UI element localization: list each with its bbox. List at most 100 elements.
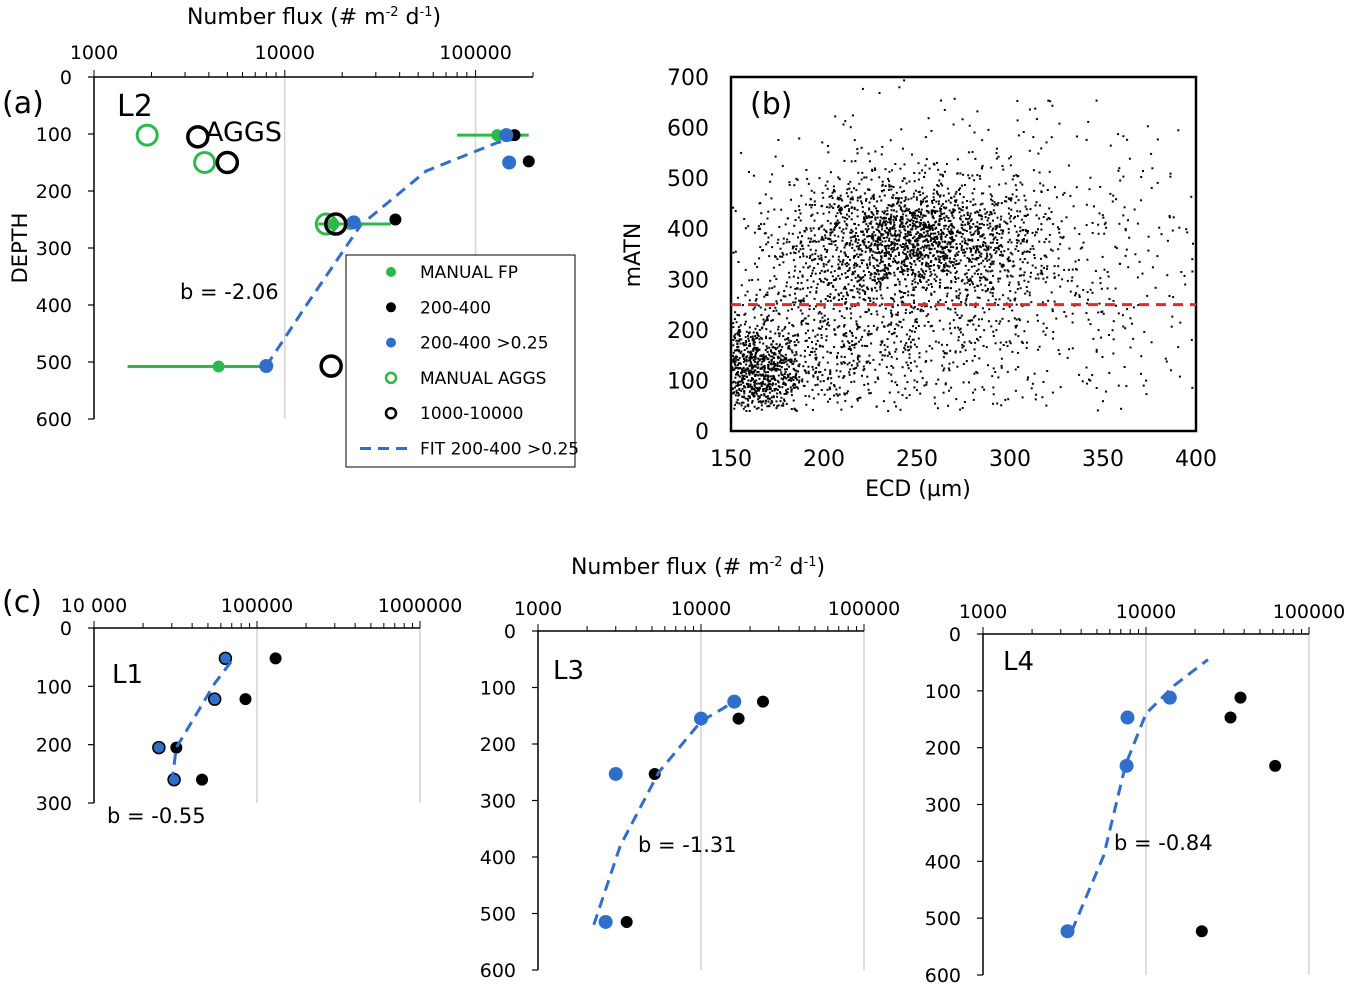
scatter-point xyxy=(962,248,965,251)
scatter-point xyxy=(1070,279,1073,282)
scatter-point xyxy=(791,232,794,235)
scatter-point xyxy=(939,195,941,198)
panel-a-x-tick-label: 1000 xyxy=(70,42,118,64)
scatter-point xyxy=(861,171,864,174)
scatter-point xyxy=(811,253,814,256)
scatter-point xyxy=(910,249,913,252)
scatter-point xyxy=(890,248,893,251)
scatter-point xyxy=(953,204,956,207)
scatter-point xyxy=(1143,330,1146,333)
scatter-point xyxy=(914,286,917,289)
scatter-point xyxy=(789,286,792,289)
scatter-point xyxy=(862,276,865,278)
scatter-point xyxy=(1021,261,1024,264)
scatter-point xyxy=(884,168,887,171)
scatter-point xyxy=(910,266,912,269)
scatter-point xyxy=(898,289,901,292)
scatter-point xyxy=(889,272,891,275)
scatter-point xyxy=(900,265,903,268)
scatter-point xyxy=(981,289,984,292)
scatter-point xyxy=(931,324,934,327)
scatter-point xyxy=(978,209,981,212)
scatter-point xyxy=(952,240,955,243)
scatter-point xyxy=(965,360,968,363)
scatter-point xyxy=(760,393,763,396)
scatter-point xyxy=(847,195,849,198)
scatter-point xyxy=(815,367,818,369)
panel-c-L3-x-tick-label: 1000 xyxy=(514,598,562,620)
scatter-point xyxy=(768,397,771,400)
scatter-point xyxy=(924,234,927,237)
scatter-point xyxy=(984,277,987,280)
scatter-point xyxy=(853,139,856,142)
scatter-point xyxy=(855,366,858,369)
scatter-point xyxy=(919,308,922,311)
scatter-point xyxy=(743,374,746,377)
scatter-point xyxy=(877,277,880,280)
scatter-point xyxy=(782,359,785,362)
scatter-point xyxy=(932,330,935,332)
scatter-point xyxy=(969,239,972,242)
scatter-point xyxy=(949,327,951,330)
scatter-point xyxy=(1026,341,1028,344)
scatter-point xyxy=(846,262,848,264)
scatter-point xyxy=(748,331,751,334)
scatter-point xyxy=(763,223,766,225)
scatter-point xyxy=(856,241,859,244)
scatter-point xyxy=(914,263,917,266)
scatter-point xyxy=(892,219,895,222)
scatter-point xyxy=(968,381,970,384)
panel-a-y-tick-label: 0 xyxy=(60,67,72,89)
scatter-point xyxy=(916,231,919,234)
scatter-point xyxy=(1169,369,1172,372)
scatter-point xyxy=(873,267,876,269)
scatter-point xyxy=(885,366,888,369)
scatter-point xyxy=(990,288,993,291)
scatter-point xyxy=(834,333,836,336)
scatter-point xyxy=(810,229,813,232)
scatter-point xyxy=(924,223,927,226)
scatter-point xyxy=(974,305,977,308)
scatter-point xyxy=(843,345,846,348)
scatter-point xyxy=(838,178,841,181)
scatter-point xyxy=(893,216,896,219)
scatter-point xyxy=(973,286,976,289)
scatter-point xyxy=(906,270,909,273)
scatter-point xyxy=(982,244,984,247)
scatter-point xyxy=(905,242,907,245)
scatter-point xyxy=(836,219,839,222)
scatter-point xyxy=(853,262,856,265)
scatter-point xyxy=(1019,226,1022,229)
scatter-point xyxy=(876,238,879,241)
scatter-point xyxy=(745,372,748,375)
scatter-point xyxy=(924,171,927,174)
scatter-point xyxy=(939,207,942,210)
scatter-point xyxy=(1128,157,1131,160)
scatter-point xyxy=(965,242,968,245)
scatter-point xyxy=(859,195,862,198)
scatter-point xyxy=(769,279,772,282)
scatter-point xyxy=(983,329,986,332)
scatter-point xyxy=(962,228,965,231)
scatter-point xyxy=(752,331,755,334)
scatter-point xyxy=(890,356,893,359)
scatter-point xyxy=(740,368,743,371)
scatter-point xyxy=(772,374,775,377)
scatter-point xyxy=(780,299,783,302)
scatter-point xyxy=(897,311,899,314)
scatter-point xyxy=(959,327,962,330)
scatter-point xyxy=(759,288,762,291)
scatter-point xyxy=(1122,175,1125,178)
scatter-point xyxy=(947,270,950,273)
scatter-point xyxy=(731,392,734,395)
scatter-point xyxy=(1008,281,1011,284)
scatter-point xyxy=(872,250,875,253)
scatter-point xyxy=(938,218,941,221)
scatter-point xyxy=(929,251,931,254)
scatter-point xyxy=(1082,288,1085,291)
scatter-point xyxy=(979,177,982,180)
scatter-point xyxy=(819,371,822,374)
scatter-point xyxy=(900,206,902,209)
scatter-point xyxy=(1124,229,1127,232)
scatter-point xyxy=(770,359,773,362)
